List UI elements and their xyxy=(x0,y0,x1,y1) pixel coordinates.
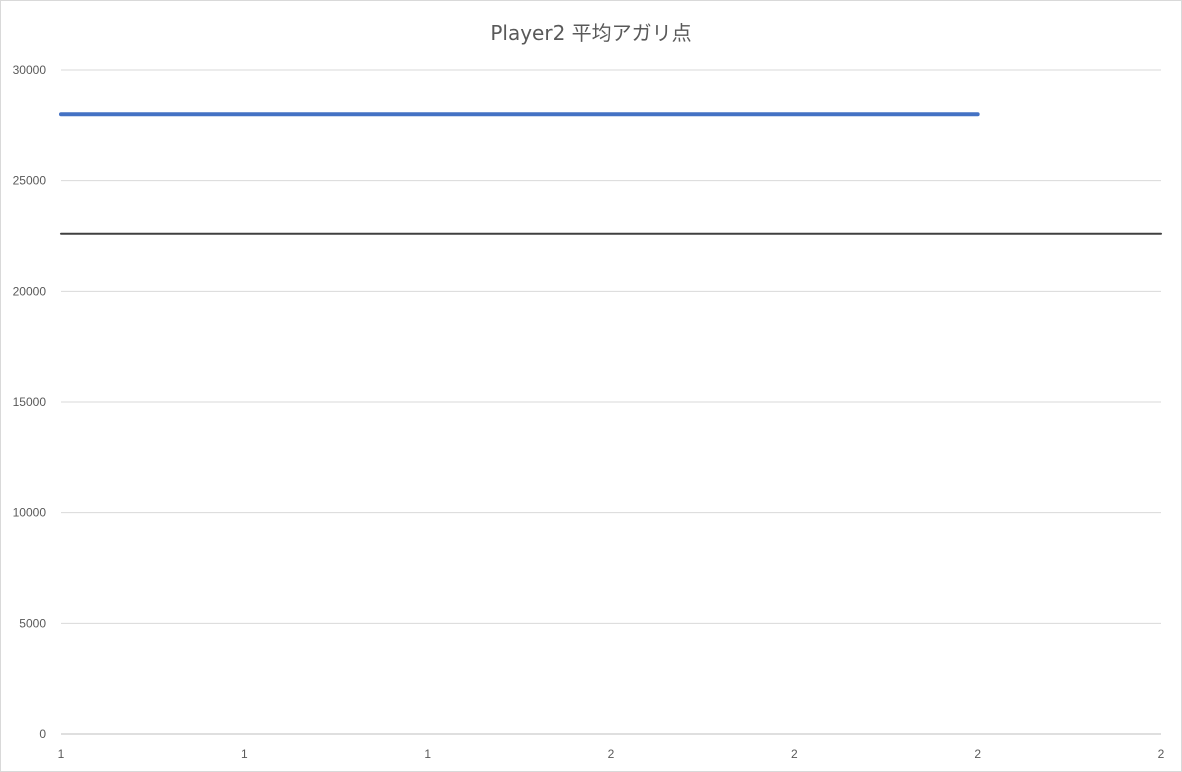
x-tick-label: 2 xyxy=(608,747,615,761)
chart-title: Player2 平均アガリ点 xyxy=(490,21,692,45)
x-tick-label: 2 xyxy=(1158,747,1165,761)
y-tick-label: 5000 xyxy=(19,616,46,630)
x-tick-label: 2 xyxy=(974,747,981,761)
y-tick-label: 25000 xyxy=(13,174,47,188)
x-tick-label: 1 xyxy=(424,747,431,761)
y-tick-label: 0 xyxy=(39,727,46,741)
x-tick-label: 2 xyxy=(791,747,798,761)
y-tick-label: 20000 xyxy=(13,284,47,298)
y-tick-label: 10000 xyxy=(13,506,47,520)
y-tick-label: 30000 xyxy=(13,63,47,77)
x-tick-label: 1 xyxy=(58,747,65,761)
x-tick-label: 1 xyxy=(241,747,248,761)
y-tick-label: 15000 xyxy=(13,395,47,409)
